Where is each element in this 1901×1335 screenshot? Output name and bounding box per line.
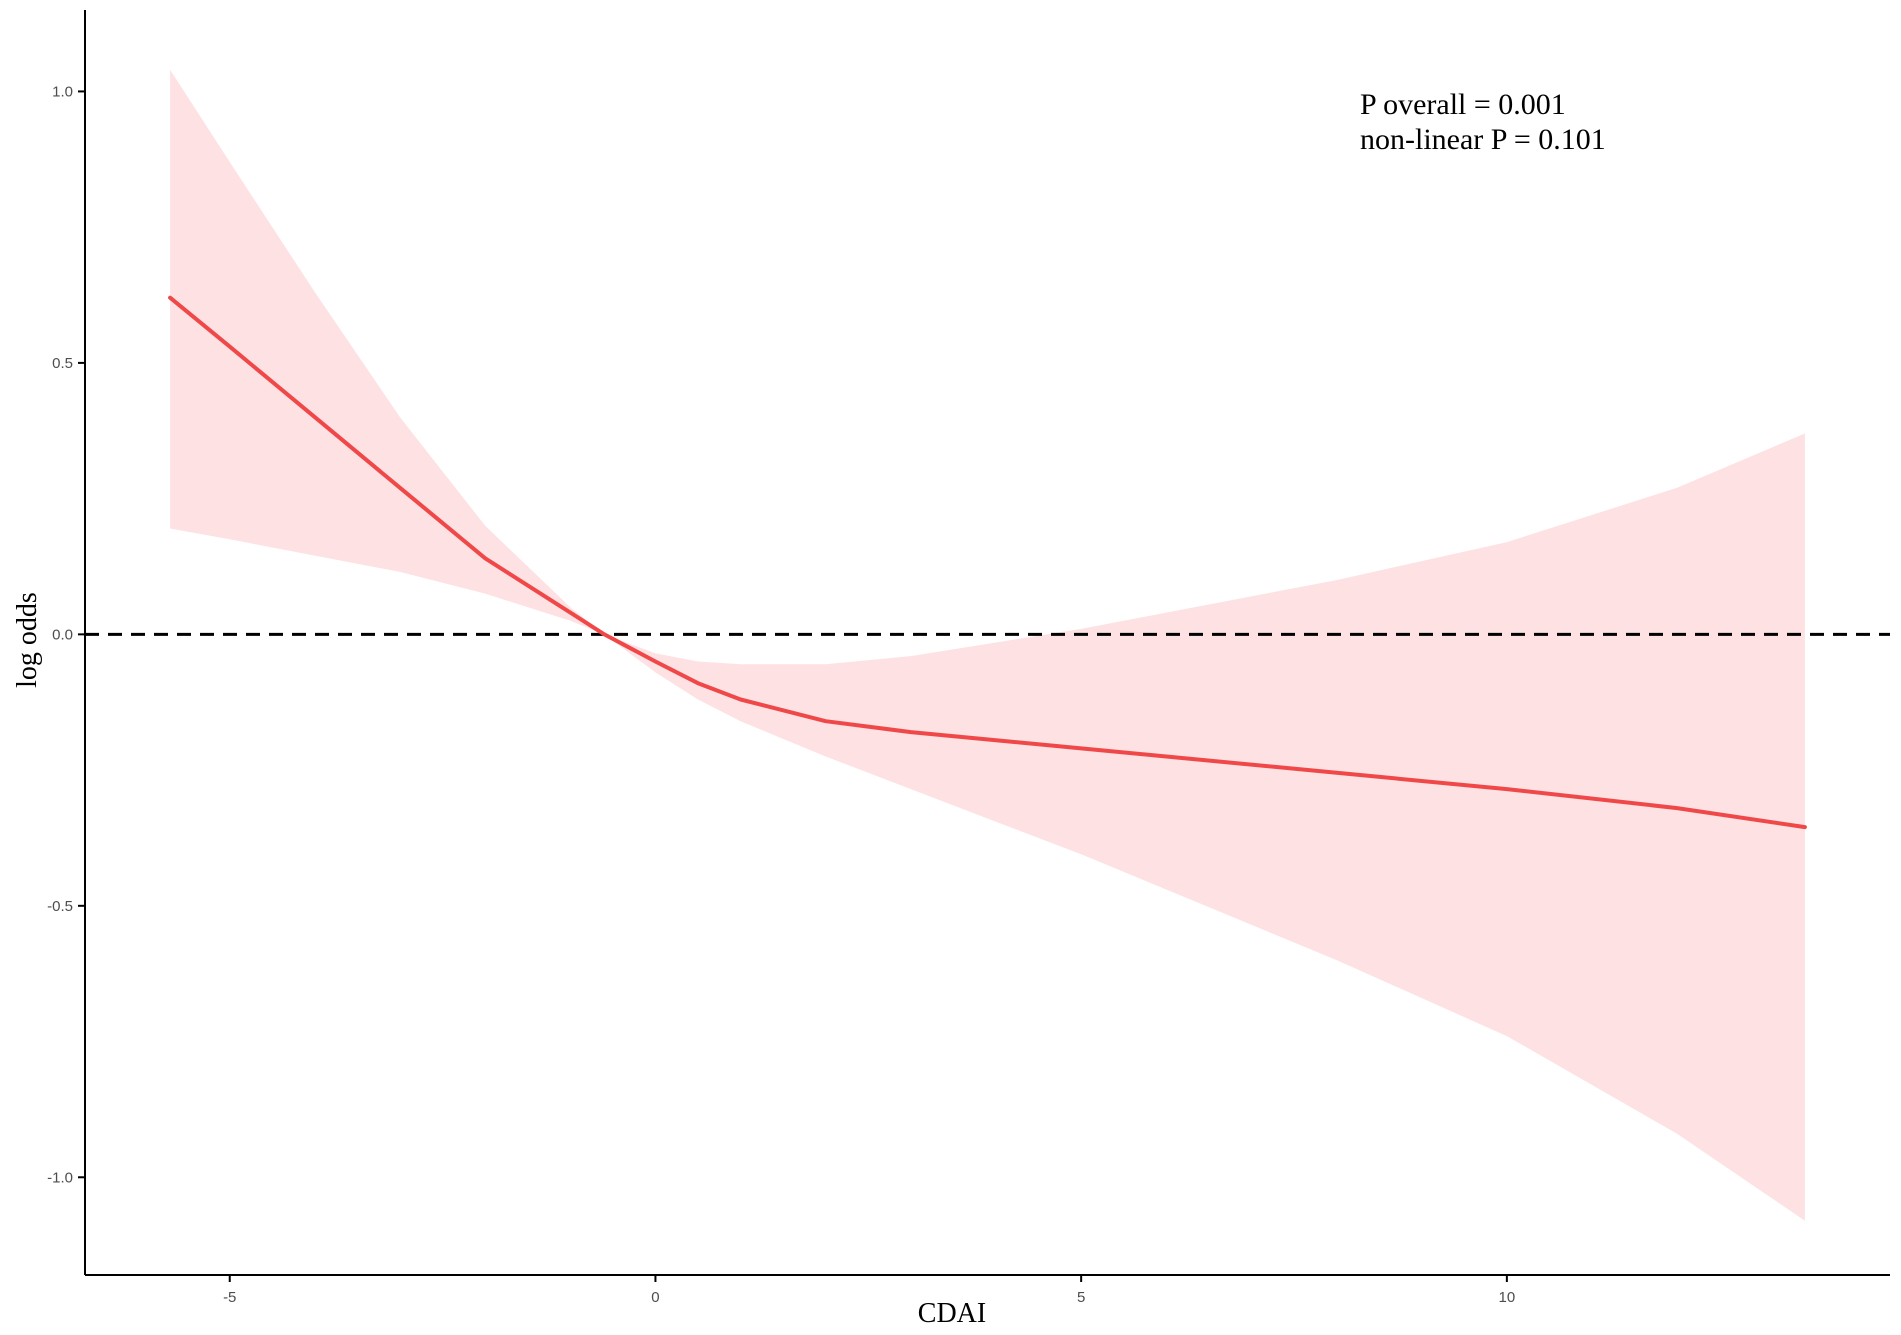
y-tick-label: 0.0 xyxy=(52,626,73,643)
x-tick-label: -5 xyxy=(223,1289,236,1306)
x-tick-label: 0 xyxy=(651,1289,659,1306)
axes xyxy=(84,10,1890,1276)
y-tick-label: -0.5 xyxy=(47,898,73,915)
y-tick-label: 1.0 xyxy=(52,83,73,100)
x-tick-label: 10 xyxy=(1499,1289,1516,1306)
annotation-nonlinear-p: non-linear P = 0.101 xyxy=(1360,123,1606,156)
ticks: -50510181.00.50.0-0.5-1.0 xyxy=(47,83,1516,1306)
y-tick-label: -1.0 xyxy=(47,1169,73,1186)
x-axis-title: CDAI xyxy=(918,1298,986,1329)
spline-line xyxy=(168,295,1807,830)
confidence-band xyxy=(170,69,1805,1221)
annotation-p-overall: P overall = 0.001 xyxy=(1360,88,1566,121)
y-axis-title: log odds xyxy=(12,592,43,688)
spline-line-layer xyxy=(168,295,1807,830)
x-tick-label: 5 xyxy=(1077,1289,1085,1306)
y-tick-label: 0.5 xyxy=(52,355,73,372)
confidence-band-layer xyxy=(170,69,1805,1221)
